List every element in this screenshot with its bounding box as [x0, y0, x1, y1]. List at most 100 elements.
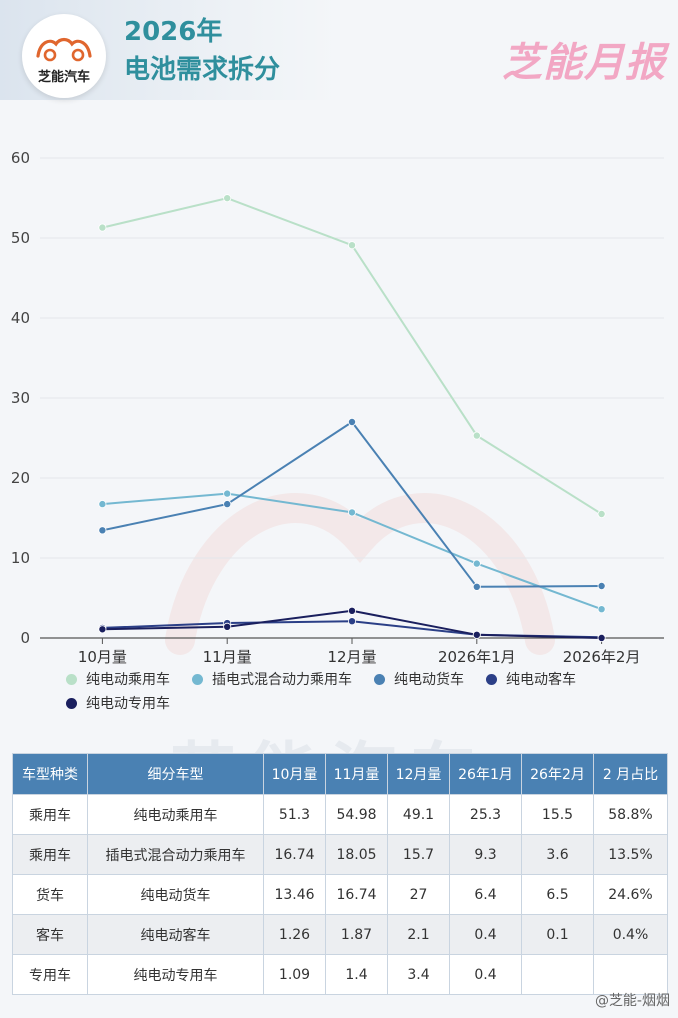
y-tick-label: 50 [11, 229, 30, 247]
brand-name: 芝能月报 [502, 40, 666, 86]
table-header-cell: 26年2月 [521, 753, 594, 795]
data-point [597, 633, 606, 642]
legend-item: 纯电动乘用车 [66, 670, 170, 688]
table-cell: 插电式混合动力乘用车 [87, 834, 264, 875]
table-cell [593, 954, 668, 995]
logo-text: 芝能汽车 [37, 70, 90, 85]
y-axis-ticks: 0 10 20 30 40 50 60 [11, 149, 30, 647]
legend-label: 纯电动货车 [394, 672, 464, 688]
table-cell: 1.4 [325, 954, 388, 995]
table-header-cell: 10月量 [263, 753, 326, 795]
y-tick-label: 0 [20, 629, 30, 647]
table-cell: 16.74 [325, 874, 388, 915]
data-point [472, 582, 481, 591]
data-point [347, 508, 356, 517]
table-cell: 专用车 [12, 954, 88, 995]
table-row: 乘用车 纯电动乘用车 51.3 54.98 49.1 25.3 15.5 58.8% [12, 794, 668, 835]
table-cell: 3.4 [387, 954, 450, 995]
table-cell: 58.8% [593, 794, 668, 835]
table-cell: 1.87 [325, 914, 388, 955]
y-tick-label: 10 [11, 549, 30, 567]
x-tick-label: 2026年1月 [438, 648, 516, 666]
table-cell: 纯电动客车 [87, 914, 264, 955]
table-cell: 9.3 [449, 834, 522, 875]
table-cell: 54.98 [325, 794, 388, 835]
battery-demand-line-chart: 0 10 20 30 40 50 60 10月量 11月量 12月量 2026年1月 2026年2月 [11, 149, 664, 666]
table-cell [521, 954, 594, 995]
legend-label: 纯电动专用车 [86, 696, 170, 712]
data-point [223, 500, 232, 509]
table-cell: 3.6 [521, 834, 594, 875]
table-header-cell: 2 月占比 [593, 753, 668, 795]
x-tick-label: 12月量 [327, 648, 376, 666]
table-header-row: 车型种类 细分车型 10月量 11月量 12月量 26年1月 26年2月 2 月占比 [12, 753, 668, 795]
table-row: 专用车 纯电动专用车 1.09 1.4 3.4 0.4 [12, 954, 668, 995]
brand-logo: 芝能汽车 [22, 14, 106, 98]
x-axis: 10月量 11月量 12月量 2026年1月 2026年2月 [40, 637, 664, 666]
table-cell: 0.4 [449, 954, 522, 995]
legend-marker [66, 673, 77, 685]
y-tick-label: 20 [11, 469, 30, 487]
data-point [597, 509, 606, 518]
table-cell: 客车 [12, 914, 88, 955]
table-header-cell: 11月量 [325, 753, 388, 795]
chart-legend: 纯电动乘用车 插电式混合动力乘用车 纯电动货车 纯电动客车纯电动专用车 [66, 670, 666, 712]
table-cell: 18.05 [325, 834, 388, 875]
legend-item: 纯电动专用车 [66, 694, 170, 712]
table-cell: 乘用车 [12, 834, 88, 875]
data-point [98, 500, 107, 509]
table-cell: 6.5 [521, 874, 594, 915]
data-point [472, 630, 481, 639]
table-cell: 0.4 [449, 914, 522, 955]
table-cell: 2.1 [387, 914, 450, 955]
table-cell: 纯电动乘用车 [87, 794, 264, 835]
table-cell: 49.1 [387, 794, 450, 835]
data-point [98, 526, 107, 535]
chart-grid [40, 157, 664, 559]
x-tick-label: 11月量 [203, 648, 252, 666]
header: 芝能汽车 2026年 电池需求拆分 芝能月报 [0, 0, 678, 110]
legend-item: 插电式混合动力乘用车 [192, 670, 352, 688]
legend-item: 纯电动客车 [486, 670, 576, 688]
legend-item: 纯电动货车 [374, 670, 464, 688]
table-row: 货车 纯电动货车 13.46 16.74 27 6.4 6.5 24.6% [12, 874, 668, 915]
data-point [472, 559, 481, 568]
table-cell: 纯电动专用车 [87, 954, 264, 995]
table-row: 客车 纯电动客车 1.26 1.87 2.1 0.4 0.1 0.4% [12, 914, 668, 955]
table-cell: 13.5% [593, 834, 668, 875]
table-row: 乘用车 插电式混合动力乘用车 16.74 18.05 15.7 9.3 3.6 13.5% [12, 834, 668, 875]
table-cell: 纯电动货车 [87, 874, 264, 915]
legend-label: 纯电动乘用车 [86, 672, 170, 688]
table-cell: 0.1 [521, 914, 594, 955]
watermark-logo [165, 493, 555, 655]
legend-label: 纯电动客车 [506, 672, 576, 688]
table-cell: 24.6% [593, 874, 668, 915]
table-cell: 15.7 [387, 834, 450, 875]
table-header-cell: 车型种类 [12, 753, 88, 795]
x-tick-label: 10月量 [78, 648, 127, 666]
y-tick-label: 60 [11, 149, 30, 167]
table-cell: 51.3 [263, 794, 326, 835]
table-header-cell: 细分车型 [87, 753, 264, 795]
data-point [347, 617, 356, 626]
data-point [347, 606, 356, 615]
data-point [347, 417, 356, 426]
y-tick-label: 30 [11, 389, 30, 407]
table-cell: 1.09 [263, 954, 326, 995]
legend-label: 插电式混合动力乘用车 [212, 672, 352, 688]
data-point [98, 223, 107, 232]
data-point [347, 241, 356, 250]
table-cell: 6.4 [449, 874, 522, 915]
data-table: 车型种类 细分车型 10月量 11月量 12月量 26年1月 26年2月 2 月占比 乘用车纯… [12, 753, 668, 995]
page-title: 电池需求拆分 [124, 55, 281, 85]
weibo-watermark: @芝能-烟烟 [594, 993, 670, 1009]
legend-marker [374, 673, 385, 685]
table-header-cell: 12月量 [387, 753, 450, 795]
table-cell: 1.26 [263, 914, 326, 955]
table-cell: 13.46 [263, 874, 326, 915]
car-logo-icon [36, 37, 92, 62]
data-point [223, 194, 232, 203]
table-cell: 0.4% [593, 914, 668, 955]
data-point [223, 489, 232, 498]
page-title-year: 2026年 [124, 17, 223, 47]
